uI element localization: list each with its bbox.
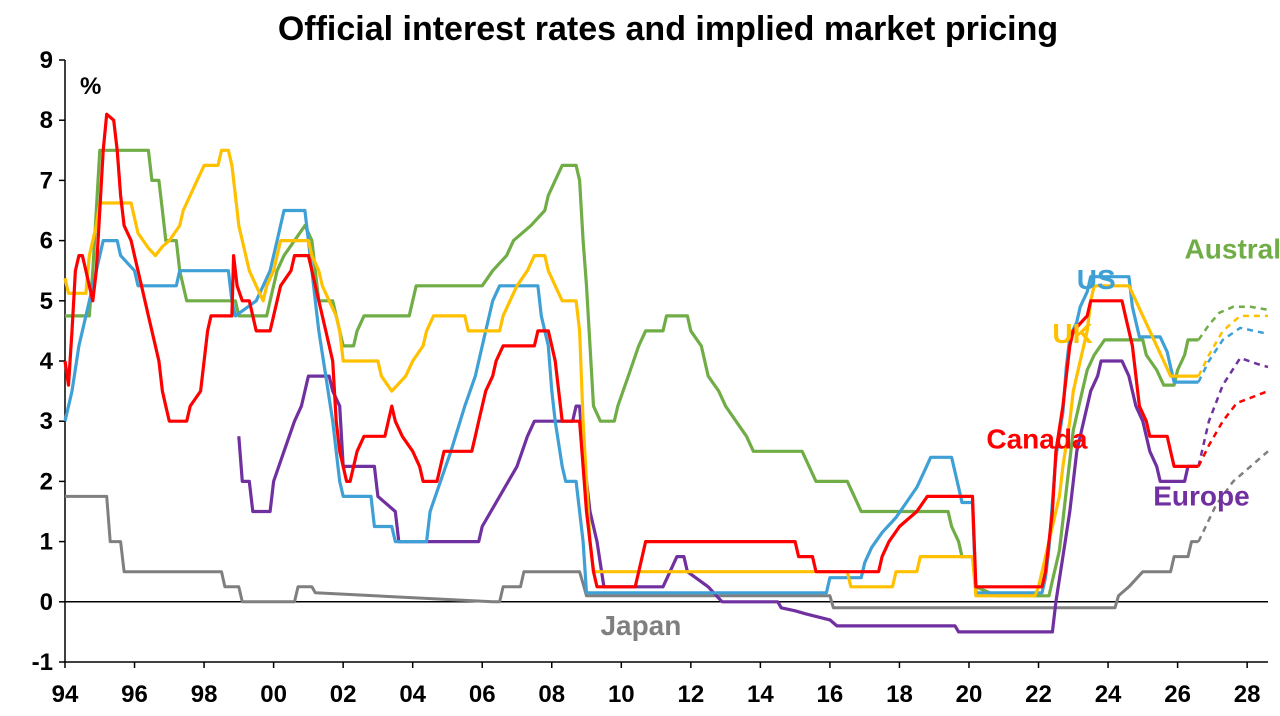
series-label-canada: Canada [986,423,1088,454]
series-label-europe: Europe [1153,480,1249,511]
y-tick-label: 7 [40,167,53,194]
series-forecast-us [1197,326,1269,383]
series-label-japan: Japan [600,610,681,641]
y-tick-label: 4 [40,348,54,375]
y-tick-label: 8 [40,107,53,134]
y-tick-label: 6 [40,228,53,255]
x-tick-label: 18 [886,681,913,708]
x-tick-label: 96 [121,681,148,708]
x-tick-label: 10 [608,681,635,708]
series-line-japan [65,494,1199,610]
y-tick-label: 3 [40,408,53,435]
series-forecast-japan [1197,450,1269,543]
x-tick-label: 00 [260,681,287,708]
y-tick-label: 1 [40,529,53,556]
series-line-uk [63,148,1199,598]
x-tick-label: 02 [330,681,357,708]
y-tick-label: 2 [40,468,53,495]
x-tick-label: 98 [191,681,218,708]
x-tick-label: 08 [538,681,565,708]
y-unit-label: % [80,73,101,100]
x-tick-label: 12 [677,681,704,708]
series-line-canada [63,112,1199,589]
y-tick-label: 0 [40,589,53,616]
series-forecast-europe [1197,356,1269,467]
x-tick-label: 26 [1164,681,1191,708]
x-tick-label: 28 [1234,681,1261,708]
x-tick-label: 24 [1095,681,1122,708]
series-forecast-australia [1197,305,1269,341]
series-label-us: US [1077,264,1116,295]
x-tick-label: 20 [956,681,983,708]
y-tick-label: 9 [40,47,53,74]
series-labels: Japan Europe Canada UK US Australia [600,234,1280,641]
x-tick-label: 22 [1025,681,1052,708]
series-label-australia: Australia [1185,234,1280,265]
series-forecast-canada [1197,389,1269,467]
plot-area [63,112,1269,634]
y-tick-label: -1 [32,649,53,676]
series-forecast-uk [1197,314,1268,377]
chart-title: Official interest rates and implied mark… [278,10,1058,48]
series-label-uk: UK [1052,318,1092,349]
series-line-australia [65,148,1199,598]
x-tick-label: 16 [817,681,844,708]
x-tick-label: 94 [52,681,79,708]
x-tick-label: 06 [469,681,496,708]
y-tick-label: 5 [40,288,53,315]
x-tick-label: 04 [399,681,426,708]
x-tick-label: 14 [747,681,774,708]
